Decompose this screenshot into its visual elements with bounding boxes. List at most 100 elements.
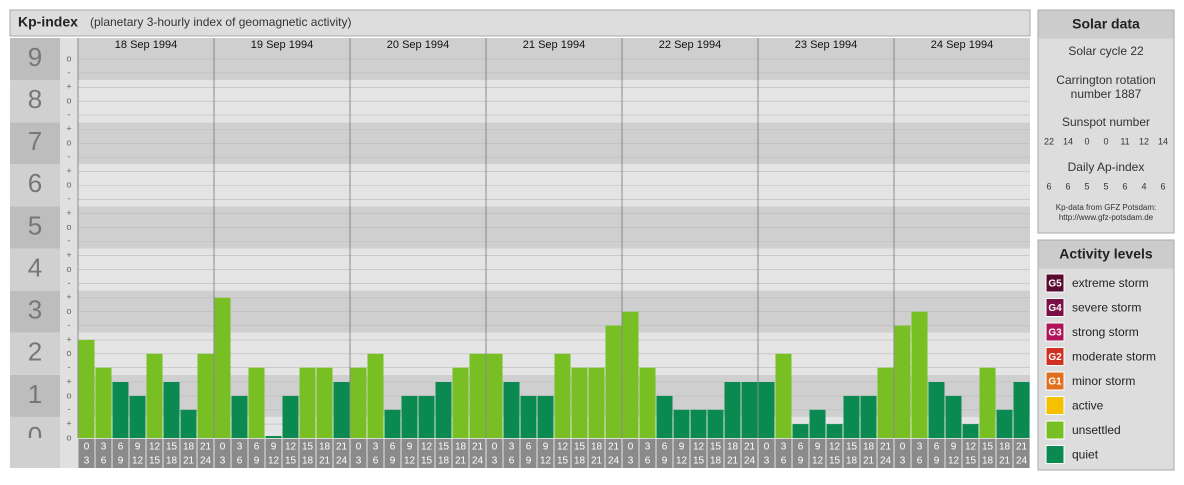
day-label: 21 Sep 1994: [523, 39, 585, 51]
bar: [163, 382, 180, 438]
hour-start: 15: [710, 442, 722, 453]
y-band: [10, 164, 60, 207]
bar: [384, 409, 401, 438]
legend-label: unsettled: [1072, 423, 1121, 437]
bar: [282, 395, 299, 438]
legend-label: minor storm: [1072, 374, 1135, 388]
bar: [809, 409, 826, 438]
minor-tick-label: o: [66, 53, 71, 63]
hour-end: 9: [934, 456, 940, 467]
hour-end: 24: [744, 456, 756, 467]
hour-start: 21: [880, 442, 892, 453]
minor-tick-label: -: [68, 67, 71, 77]
title: Kp-index: [18, 14, 78, 30]
hour-box: [197, 439, 214, 468]
hour-box: [180, 439, 197, 468]
legend-label: extreme storm: [1072, 276, 1149, 290]
bar: [316, 367, 333, 438]
hour-start: 9: [679, 442, 685, 453]
bar: [520, 395, 537, 438]
hour-end: 3: [84, 456, 90, 467]
bar: [231, 395, 248, 438]
bar: [962, 424, 979, 438]
bar: [741, 382, 758, 438]
hour-end: 18: [710, 456, 722, 467]
hour-start: 0: [764, 442, 770, 453]
bar: [299, 367, 316, 438]
hour-start: 0: [220, 442, 226, 453]
bar: [588, 367, 605, 438]
source-url: http://www.gfz-potsdam.de: [1059, 213, 1154, 222]
carrington: Carrington rotation: [1056, 73, 1155, 87]
y-band: [10, 248, 60, 291]
minor-tick-label: o: [66, 390, 71, 400]
hour-end: 3: [900, 456, 906, 467]
hour-start: 18: [863, 442, 875, 453]
hour-box: [452, 439, 469, 468]
bar: [758, 382, 775, 438]
hour-box: [1013, 439, 1030, 468]
hour-end: 18: [982, 456, 994, 467]
bar: [945, 395, 962, 438]
minor-tick-label: +: [66, 166, 71, 176]
bar: [622, 311, 639, 438]
hour-box: [775, 439, 792, 468]
bar: [333, 382, 350, 438]
hour-end: 21: [455, 456, 467, 467]
hour-start: 15: [438, 442, 450, 453]
hour-end: 24: [1016, 456, 1028, 467]
hour-box: [724, 439, 741, 468]
minor-tick-label: -: [68, 152, 71, 162]
legend-swatch: [1045, 420, 1065, 440]
sunspot-number: 0: [1084, 136, 1089, 146]
hour-start: 3: [917, 442, 923, 453]
hour-end: 6: [645, 456, 651, 467]
hour-box: [78, 439, 95, 468]
subtitle: (planetary 3-hourly index of geomagnetic…: [90, 15, 351, 29]
minor-tick-label: -: [68, 404, 71, 414]
hour-end: 3: [764, 456, 770, 467]
hour-end: 15: [693, 456, 705, 467]
hour-start: 9: [543, 442, 549, 453]
source: Kp-data from GFZ Potsdam:: [1056, 203, 1156, 212]
day-label: 18 Sep 1994: [115, 39, 177, 51]
hour-box: [894, 439, 911, 468]
y-band: [10, 332, 60, 375]
y-band: [10, 206, 60, 249]
hour-end: 15: [965, 456, 977, 467]
hour-box: [384, 439, 401, 468]
hour-box: [112, 439, 129, 468]
legend-label: strong storm: [1072, 325, 1139, 339]
hour-box: [401, 439, 418, 468]
hour-end: 12: [268, 456, 280, 467]
hour-end: 24: [608, 456, 620, 467]
bar: [554, 353, 571, 438]
sunspot-number: 12: [1139, 136, 1149, 146]
bar: [401, 395, 418, 438]
bar: [350, 367, 367, 438]
bar: [95, 367, 112, 438]
hour-end: 6: [509, 456, 515, 467]
hour-end: 18: [302, 456, 314, 467]
hour-box: [911, 439, 928, 468]
hour-end: 12: [132, 456, 144, 467]
minor-tick-label: o: [66, 264, 71, 274]
bar: [996, 409, 1013, 438]
bar: [911, 311, 928, 438]
ap-value: 6: [1122, 181, 1127, 191]
bar: [418, 395, 435, 438]
hour-start: 9: [407, 442, 413, 453]
y-tick-label: 8: [28, 84, 42, 114]
sunspot-number: 22: [1044, 136, 1054, 146]
hour-end: 21: [727, 456, 739, 467]
y-tick-label: 9: [28, 42, 42, 72]
hour-end: 3: [628, 456, 634, 467]
legend-badge: G1: [1048, 377, 1062, 388]
hour-start: 21: [336, 442, 348, 453]
hour-start: 12: [829, 442, 841, 453]
sunspot-number: 14: [1158, 136, 1168, 146]
hour-start: 18: [455, 442, 467, 453]
legend-badge: G4: [1048, 303, 1062, 314]
bar: [452, 367, 469, 438]
minor-tick-label: +: [66, 418, 71, 428]
